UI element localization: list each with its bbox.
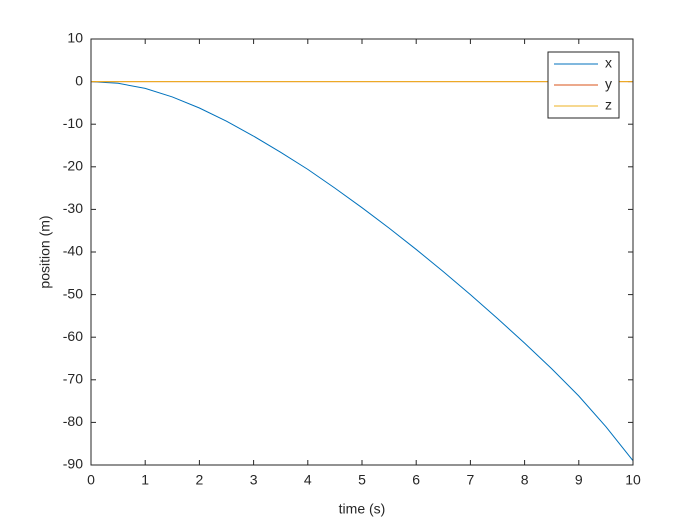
y-tick-label: -70: [63, 371, 83, 387]
legend-label: z: [605, 97, 612, 113]
y-tick-label: 10: [67, 30, 83, 46]
plot-area: [91, 39, 633, 465]
x-tick-label: 3: [250, 472, 258, 488]
x-tick-label: 4: [304, 472, 312, 488]
x-tick-label: 10: [625, 472, 641, 488]
x-tick-label: 5: [358, 472, 366, 488]
x-tick-label: 1: [141, 472, 149, 488]
y-axis-label: position (m): [37, 215, 53, 288]
y-tick-label: -20: [63, 158, 83, 174]
legend-label: y: [605, 76, 612, 92]
y-tick-label: -80: [63, 413, 83, 429]
axes-box: [90, 38, 634, 466]
x-axis-label: time (s): [339, 501, 386, 517]
x-tick-label: 6: [412, 472, 420, 488]
legend-label: x: [605, 55, 612, 71]
x-tick-label: 9: [575, 472, 583, 488]
x-tick-label: 0: [87, 472, 95, 488]
y-tick-label: -30: [63, 200, 83, 216]
x-tick-label: 2: [196, 472, 204, 488]
y-tick-label: -40: [63, 243, 83, 259]
y-tick-label: -90: [63, 456, 83, 472]
x-tick-label: 8: [521, 472, 529, 488]
y-tick-label: -60: [63, 328, 83, 344]
y-tick-label: -10: [63, 115, 83, 131]
y-tick-label: 0: [75, 72, 83, 88]
y-tick-label: -50: [63, 285, 83, 301]
x-tick-label: 7: [467, 472, 475, 488]
series-line: [90, 81, 634, 462]
